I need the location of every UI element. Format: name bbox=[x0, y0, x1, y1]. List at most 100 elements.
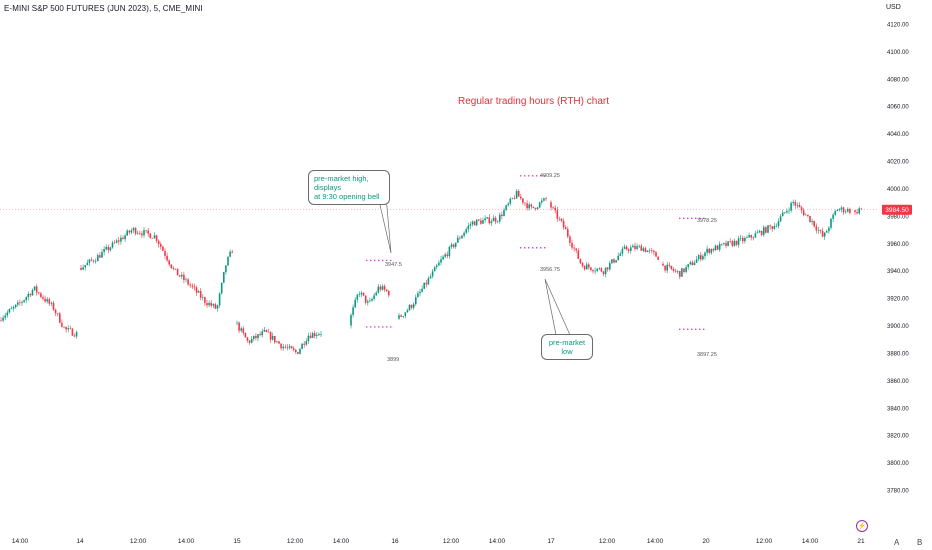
candle-body bbox=[773, 226, 776, 229]
candle-body bbox=[388, 290, 390, 296]
time-tick-label: 12:00 bbox=[287, 538, 304, 545]
candle-body bbox=[286, 347, 289, 349]
candle-body bbox=[611, 259, 613, 264]
candle-body bbox=[834, 211, 836, 215]
candle-body bbox=[515, 190, 518, 199]
candle-body bbox=[208, 302, 210, 306]
candle-body bbox=[115, 240, 118, 243]
candle-body bbox=[653, 250, 655, 253]
candle-body bbox=[153, 235, 156, 239]
candle-body bbox=[187, 279, 189, 285]
candle-body bbox=[695, 259, 698, 263]
candle-body bbox=[796, 205, 799, 206]
candle-body bbox=[25, 297, 27, 301]
candle-body bbox=[623, 246, 626, 249]
lightning-button[interactable]: ⚡ bbox=[856, 520, 868, 532]
candle-body bbox=[473, 221, 476, 226]
candle-body bbox=[10, 308, 13, 310]
candle-body bbox=[716, 245, 719, 250]
candle-body bbox=[522, 198, 524, 203]
candle-body bbox=[454, 242, 457, 247]
candle-body bbox=[31, 289, 34, 296]
candle-body bbox=[758, 230, 761, 233]
log-scale-button[interactable]: B bbox=[917, 538, 923, 547]
price-tick-label: 3840.00 bbox=[887, 406, 909, 412]
level-label-16-low: 3899 bbox=[387, 357, 400, 363]
candle-body bbox=[560, 218, 563, 221]
candle-body bbox=[704, 252, 706, 257]
candle-body bbox=[107, 246, 110, 251]
candle-body bbox=[541, 200, 543, 203]
candle-body bbox=[269, 332, 272, 340]
candle-body bbox=[817, 230, 820, 231]
auto-scale-button[interactable]: A bbox=[894, 538, 900, 547]
candle-body bbox=[244, 332, 247, 338]
candle-body bbox=[849, 208, 851, 213]
candle-body bbox=[80, 267, 82, 270]
candle-body bbox=[718, 243, 721, 250]
candle-body bbox=[700, 255, 702, 260]
annotation-title: Regular trading hours (RTH) chart bbox=[458, 96, 609, 107]
candle-body bbox=[267, 331, 270, 333]
candle-body bbox=[360, 292, 363, 295]
candle-body bbox=[240, 328, 242, 331]
candle-body bbox=[552, 207, 554, 209]
time-tick-label: 14:00 bbox=[802, 538, 819, 545]
candle-body bbox=[781, 212, 784, 217]
candle-body bbox=[151, 238, 154, 239]
candle-body bbox=[739, 237, 742, 239]
candle-body bbox=[17, 302, 19, 305]
candle-body bbox=[524, 202, 526, 204]
candle-body bbox=[528, 204, 530, 209]
candle-body bbox=[503, 209, 505, 216]
candle-body bbox=[685, 267, 687, 272]
candle-body bbox=[532, 206, 535, 208]
candle-body bbox=[679, 270, 681, 277]
candle-body bbox=[134, 228, 137, 234]
candle-body bbox=[630, 247, 632, 251]
candle-body bbox=[364, 295, 367, 303]
candle-body bbox=[486, 217, 488, 219]
candle-body bbox=[830, 218, 832, 228]
level-label-20-low: 3897.25 bbox=[697, 352, 717, 358]
candle-body bbox=[82, 267, 84, 270]
candle-body bbox=[530, 204, 533, 207]
time-tick-label: 14:00 bbox=[489, 538, 506, 545]
candle-body bbox=[433, 267, 436, 272]
time-tick-label: 12:00 bbox=[756, 538, 773, 545]
candle-body bbox=[600, 268, 603, 272]
candle-body bbox=[318, 334, 320, 335]
level-label-20-high: 3978.25 bbox=[697, 218, 717, 224]
candle-body bbox=[136, 233, 139, 234]
candle-body bbox=[313, 333, 316, 336]
candle-body bbox=[494, 217, 497, 222]
level-label-17-low: 3956.75 bbox=[540, 267, 560, 273]
candle-body bbox=[723, 243, 725, 244]
candle-body bbox=[14, 304, 17, 308]
candle-body bbox=[651, 250, 653, 251]
candle-body bbox=[786, 210, 788, 213]
currency-label: USD bbox=[886, 4, 901, 11]
candle-body bbox=[297, 352, 299, 354]
candle-body bbox=[676, 270, 679, 272]
price-axis: 3780.00 3800.00 3820.00 3840.00 3860.00 3880.… bbox=[887, 23, 909, 495]
candle-body bbox=[284, 346, 287, 348]
candle-body bbox=[775, 226, 778, 227]
candle-body bbox=[50, 302, 53, 304]
candle-body bbox=[23, 300, 25, 302]
candle-body bbox=[499, 214, 501, 222]
candle-body bbox=[88, 259, 91, 263]
candle-body bbox=[425, 282, 428, 285]
candle-body bbox=[838, 209, 841, 211]
candle-body bbox=[727, 241, 729, 246]
candle-body bbox=[183, 274, 185, 281]
candle-body bbox=[513, 198, 516, 199]
candle-body bbox=[276, 341, 278, 343]
candle-body bbox=[754, 233, 757, 238]
price-tick-label: 4120.00 bbox=[887, 23, 909, 29]
candle-body bbox=[128, 230, 131, 233]
candle-body bbox=[170, 264, 173, 269]
candle-body bbox=[280, 343, 282, 349]
candle-body bbox=[438, 262, 440, 266]
